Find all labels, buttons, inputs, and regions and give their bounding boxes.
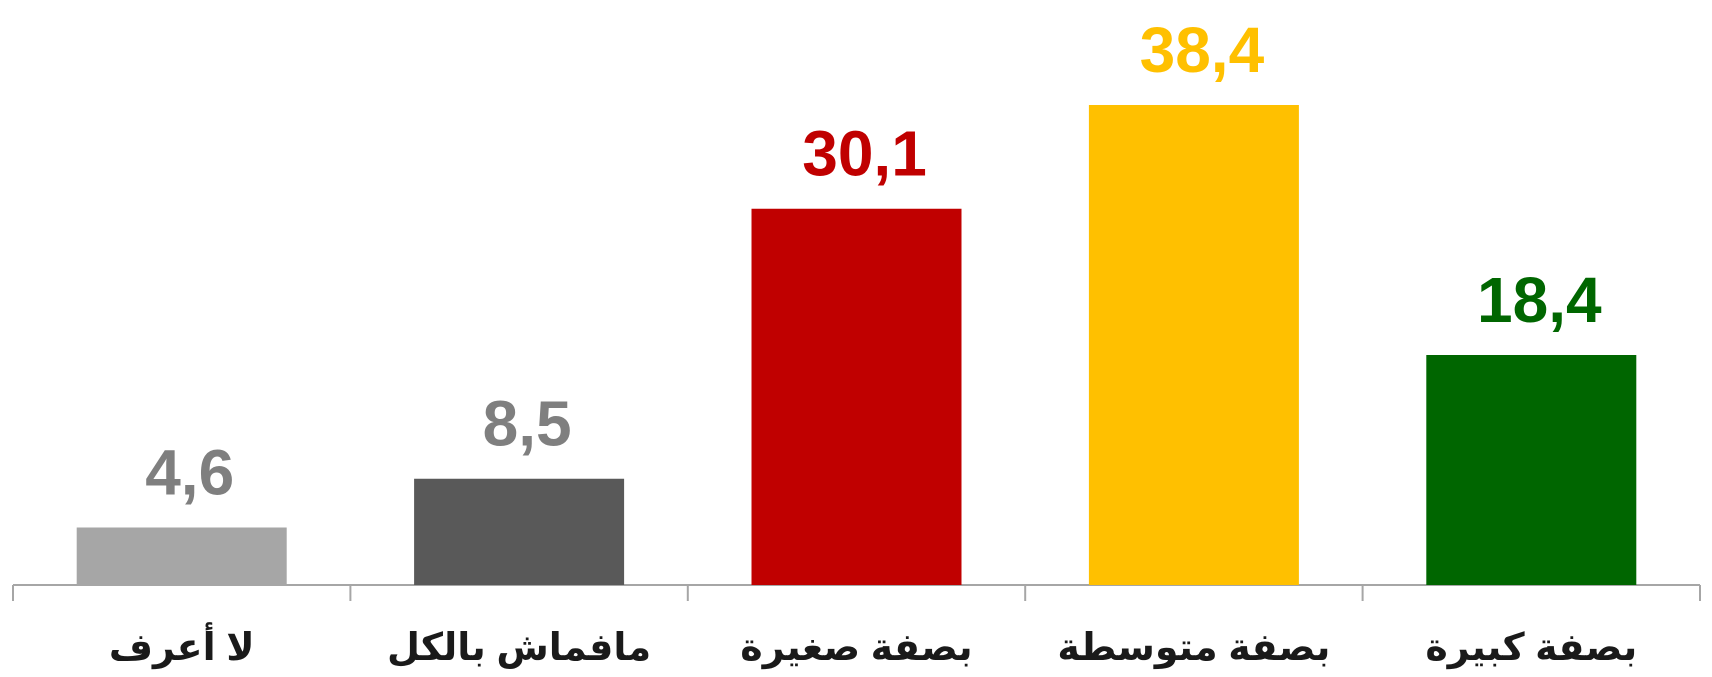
value-label: 38,4 [1140, 14, 1265, 86]
x-tick-label: بصفة متوسطة [1057, 627, 1330, 669]
bar [751, 208, 962, 585]
value-label: 18,4 [1477, 264, 1602, 336]
x-tick-label: بصفة كبيرة [1425, 627, 1637, 669]
value-label: 4,6 [145, 436, 234, 508]
bar [1426, 355, 1637, 585]
x-tick-label: لا أعرف [109, 622, 255, 669]
bar [76, 527, 287, 585]
x-tick-label: مافماش بالكل [387, 627, 651, 669]
bar [1088, 105, 1299, 585]
value-label: 8,5 [483, 388, 572, 460]
x-tick-label: بصفة صغيرة [740, 627, 972, 669]
bar [414, 478, 625, 585]
value-label: 30,1 [802, 118, 927, 190]
